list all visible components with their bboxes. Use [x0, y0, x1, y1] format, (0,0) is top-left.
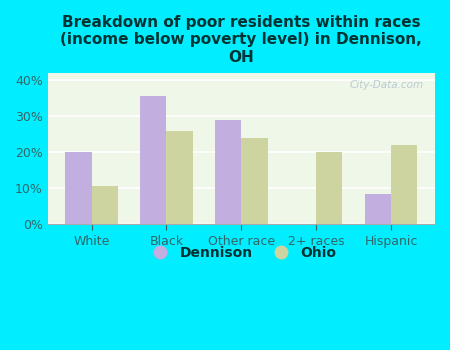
Bar [65, 152, 91, 224]
Bar [391, 145, 418, 224]
Bar [140, 96, 166, 224]
Bar [241, 138, 268, 224]
Legend: Dennison, Ohio: Dennison, Ohio [141, 240, 342, 266]
Text: City-Data.com: City-Data.com [349, 80, 423, 91]
Bar [166, 131, 193, 224]
Bar [91, 187, 118, 224]
Bar [316, 152, 342, 224]
Bar [215, 120, 241, 224]
Title: Breakdown of poor residents within races
(income below poverty level) in Denniso: Breakdown of poor residents within races… [60, 15, 422, 65]
Bar [365, 194, 391, 224]
